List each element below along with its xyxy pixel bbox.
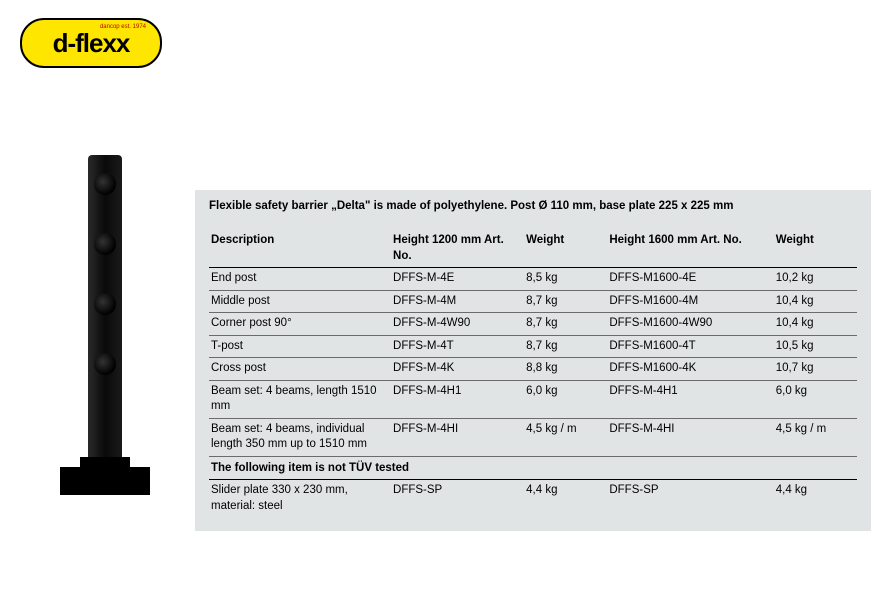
table-row: Middle post DFFS-M-4M 8,7 kg DFFS-M1600-…	[209, 290, 857, 313]
table-row: Beam set: 4 beams, individual length 350…	[209, 418, 857, 456]
table-row: Cross post DFFS-M-4K 8,8 kg DFFS-M1600-4…	[209, 358, 857, 381]
table-header-row: Description Height 1200 mm Art. No. Weig…	[209, 230, 857, 268]
table-row: End post DFFS-M-4E 8,5 kg DFFS-M1600-4E …	[209, 268, 857, 291]
table-title: Flexible safety barrier „Delta" is made …	[209, 200, 857, 230]
col-art2: Height 1600 mm Art. No.	[607, 230, 773, 268]
table-row: T-post DFFS-M-4T 8,7 kg DFFS-M1600-4T 10…	[209, 335, 857, 358]
table-row: Corner post 90° DFFS-M-4W90 8,7 kg DFFS-…	[209, 313, 857, 336]
logo-text: d-flexx	[53, 28, 130, 59]
post-illustration	[88, 155, 122, 457]
brand-logo: d-flexx dancop est. 1974	[20, 18, 162, 68]
col-weight1: Weight	[524, 230, 607, 268]
col-art1: Height 1200 mm Art. No.	[391, 230, 524, 268]
table-section-header: The following item is not TÜV tested	[209, 456, 857, 480]
col-description: Description	[209, 230, 391, 268]
product-image	[60, 155, 150, 495]
spec-table-container: Flexible safety barrier „Delta" is made …	[195, 190, 871, 531]
table-row: Beam set: 4 beams, length 1510 mm DFFS-M…	[209, 380, 857, 418]
table-row: Slider plate 330 x 230 mm, material: ste…	[209, 480, 857, 518]
col-weight2: Weight	[774, 230, 857, 268]
logo-subtext: dancop est. 1974	[100, 24, 146, 30]
spec-table: Description Height 1200 mm Art. No. Weig…	[209, 230, 857, 517]
